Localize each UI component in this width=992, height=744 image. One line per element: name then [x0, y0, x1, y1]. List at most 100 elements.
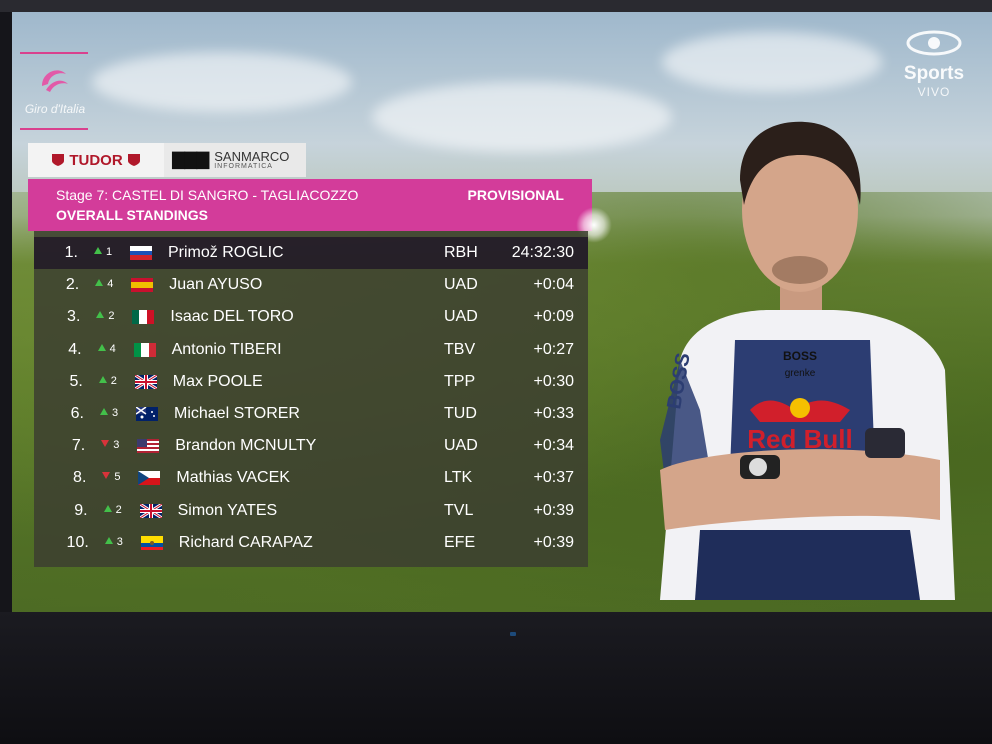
- jersey-boss-text: BOSS: [783, 349, 817, 363]
- rider-name: Michael STORER: [174, 405, 300, 423]
- cloud: [92, 52, 352, 112]
- rider-first-name: Simon: [177, 501, 223, 519]
- rider-first-name: Mathias: [176, 469, 233, 487]
- rider-name: Richard CARAPAZ: [179, 534, 313, 552]
- rider-name: Primož ROGLIC: [168, 244, 284, 262]
- standings-row: 2. 4 Juan AYUSO UAD +0:04: [34, 269, 588, 301]
- rider-name: Simon YATES: [178, 502, 278, 520]
- giro-logo: Giro d'Italia: [20, 52, 90, 132]
- rider-face: [742, 128, 858, 292]
- rider-first-name: Juan: [169, 276, 204, 294]
- mexico-flag: [132, 310, 155, 325]
- rank-change: 4: [95, 278, 113, 290]
- standings-row: 5. 2 Max POOLE TPP +0:30: [34, 366, 588, 398]
- team-code: TUD: [444, 405, 477, 422]
- uk-flag: [134, 374, 157, 389]
- time-gap: +0:30: [533, 372, 574, 390]
- rider-name: Brandon MCNULTY: [175, 437, 316, 455]
- rank-change-value: 1: [106, 246, 113, 258]
- channel-logo: Sports VIVO: [894, 30, 974, 110]
- standings-row: 1. 1 Primož ROGLIC RBH 24:32:30: [34, 237, 588, 269]
- rider-name: Juan AYUSO: [169, 276, 262, 294]
- logo-line: [20, 128, 88, 130]
- team-code: TVL: [444, 501, 474, 519]
- standings-row: 10. 3 Richard CARAPAZ EFE +0:39: [34, 527, 588, 559]
- rank-change-value: 3: [112, 407, 119, 419]
- rider-beard: [772, 256, 828, 284]
- tudor-shield-icon: [127, 154, 140, 166]
- rider-last-name: AYUSO: [207, 276, 263, 294]
- rank-change-value: 2: [115, 503, 122, 516]
- standings-row: 6. 3 Michael STORER TUD +0:33: [34, 398, 588, 430]
- rider-last-name: ROGLIC: [222, 244, 284, 261]
- usa-flag: [137, 439, 160, 454]
- arrow-up-icon: [104, 536, 113, 544]
- rider-name: Max POOLE: [173, 373, 263, 391]
- sanmarco-sub: INFORMATICA: [214, 163, 273, 170]
- logo-line: [20, 52, 88, 54]
- standings-table: 1. 1 Primož ROGLIC RBH 24:32:30 2. 4 Juan AYUSO…: [34, 231, 588, 567]
- standings-row: 7. 3 Brandon MCNULTY UAD +0:34: [34, 430, 588, 462]
- rank: 6.: [70, 405, 84, 422]
- team-code: EFE: [444, 533, 476, 551]
- arrow-up-icon: [95, 279, 104, 287]
- rank: 9.: [74, 501, 88, 519]
- rider-last-name: STORER: [233, 405, 300, 422]
- rider-last-name: DEL TORO: [213, 308, 294, 326]
- rider-portrait: BOSS grenke Red Bull BOSS: [660, 121, 955, 600]
- rider-last-name: POOLE: [207, 372, 263, 390]
- rank: 3.: [67, 308, 81, 326]
- rider-last-name: MCNULTY: [240, 437, 317, 455]
- rank-change: 5: [102, 471, 121, 484]
- rank-change-value: 4: [107, 278, 114, 291]
- rider-last-name: TIBERI: [230, 340, 282, 358]
- giro-swirl-icon: [42, 70, 68, 92]
- spain-flag: [131, 278, 154, 293]
- time-gap: +0:04: [533, 276, 574, 294]
- rank-change-value: 2: [108, 310, 115, 323]
- slovenia-flag: [130, 246, 152, 260]
- standings-row: 9. 2 Simon YATES TVL +0:39: [34, 495, 588, 527]
- live-label: VIVO: [917, 85, 951, 99]
- channel-eye-icon: [906, 30, 962, 56]
- sanmarco-name: SANMARCO: [214, 149, 290, 164]
- time-gap: +0:34: [533, 437, 574, 455]
- glove-icon: [865, 428, 905, 458]
- rank-change: 2: [98, 375, 117, 387]
- arrow-up-icon: [97, 343, 106, 351]
- standings-header: Stage 7: CASTEL DI SANGRO - TAGLIACOZZO …: [28, 179, 592, 231]
- rank-change: 1: [94, 246, 112, 258]
- rider-first-name: Max: [172, 372, 204, 390]
- sponsor-bar: TUDOR ▇▇▇ SANMARCO INFORMATICA: [28, 143, 306, 177]
- arrow-up-icon: [100, 408, 108, 415]
- rider-first-name: Isaac: [170, 308, 209, 326]
- tudor-shield-icon: [52, 154, 65, 166]
- team-code: UAD: [444, 276, 478, 294]
- standings-row: 3. 2 Isaac DEL TORO UAD +0:09: [34, 301, 588, 333]
- rank: 8.: [73, 469, 87, 487]
- rank-change-value: 3: [113, 439, 120, 452]
- rank-change-value: 4: [109, 342, 116, 355]
- team-code: RBH: [444, 244, 478, 261]
- channel-name: Sports: [903, 63, 965, 84]
- arrow-up-icon: [94, 247, 102, 254]
- rider-last-name: CARAPAZ: [238, 533, 313, 551]
- rider-arms: [660, 449, 940, 530]
- rank: 4.: [68, 340, 82, 358]
- rank-change-value: 3: [116, 535, 123, 548]
- rank: 5.: [69, 372, 83, 390]
- jersey-grenke-text: grenke: [785, 368, 816, 379]
- rider-first-name: Michael: [174, 405, 230, 422]
- rider-last-name: VACEK: [236, 469, 290, 487]
- power-led: [510, 632, 516, 636]
- tudor-wordmark: TUDOR: [69, 151, 123, 169]
- arrow-up-icon: [98, 375, 107, 383]
- rank: 1.: [64, 244, 78, 261]
- team-code: TPP: [444, 372, 476, 390]
- cloud: [662, 32, 882, 92]
- sanmarco-mark-icon: ▇▇▇: [172, 150, 209, 169]
- rank-change-value: 5: [114, 471, 121, 484]
- jersey-sleeve: [660, 360, 710, 480]
- rider-first-name: Primož: [168, 244, 218, 261]
- team-code: LTK: [444, 469, 473, 487]
